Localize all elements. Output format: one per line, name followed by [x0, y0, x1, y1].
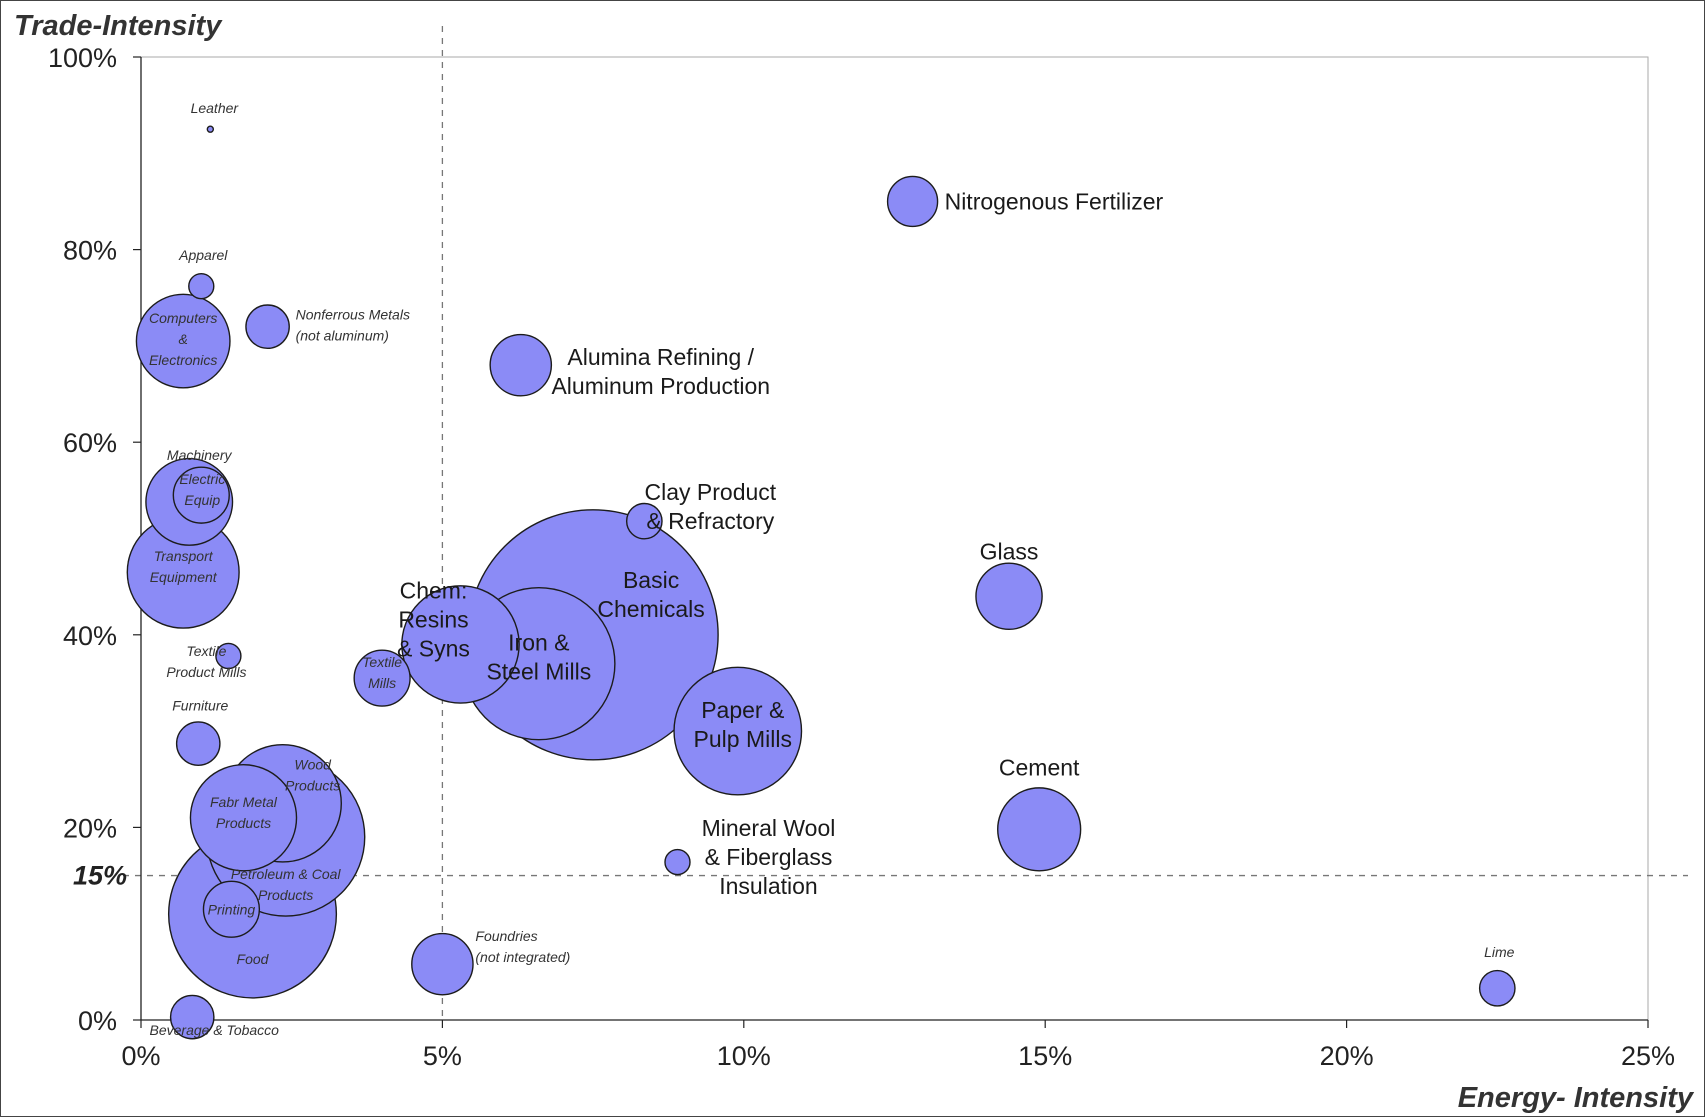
bubble-marker: [664, 848, 691, 876]
bubble-label: Electric Equip: [179, 471, 225, 508]
bubble-label: Transport Equipment: [150, 548, 218, 585]
bubble-marker: [975, 562, 1043, 631]
bubble-marker: [625, 502, 663, 540]
bubble-label: Textile Product Mills: [166, 643, 246, 680]
bubble-label: Alumina Refining / Aluminum Production: [551, 344, 770, 399]
x-tick-label: 20%: [1320, 1041, 1374, 1071]
y-tick-label: 100%: [48, 43, 117, 73]
bubble-marker: [353, 649, 411, 707]
bubble-marker: [188, 272, 215, 300]
y-tick-label: 0%: [78, 1006, 117, 1036]
bubble-label: Furniture: [172, 698, 228, 714]
bubble-label: Basic Chemicals: [597, 567, 704, 622]
bubble-label: Foundries (not integrated): [475, 928, 570, 965]
y-tick-label: 40%: [63, 621, 117, 651]
bubble-marker: [135, 293, 231, 389]
bubble-label: Chem: Resins & Syns: [397, 577, 470, 661]
bubble-label: Mineral Wool & Fiberglass Insulation: [702, 815, 836, 899]
bubble-marker: [997, 787, 1082, 872]
reference-lines: 15%: [73, 26, 1688, 1020]
bubble-label: Food: [237, 951, 270, 967]
bubble-label: Lime: [1484, 944, 1515, 960]
x-tick-label: 5%: [423, 1041, 462, 1071]
bubble-label: Cement: [999, 754, 1080, 780]
bubble-marker: [673, 666, 803, 796]
y-tick-label: 60%: [63, 428, 117, 458]
bubble-label: Printing: [208, 901, 256, 917]
bubble-marker: [169, 994, 215, 1040]
bubble-label: Nonferrous Metals (not aluminum): [296, 307, 410, 344]
x-tick-label: 0%: [121, 1041, 160, 1071]
bubble-label: Clay Product & Refractory: [645, 479, 777, 534]
bubble-marker: [202, 880, 261, 938]
bubble-marker: [206, 125, 215, 133]
bubble-marker: [172, 466, 230, 524]
y-tick-label: 80%: [63, 236, 117, 266]
bubble-label: Wood Products: [285, 756, 340, 793]
bubble-label: Machinery: [167, 447, 233, 463]
bubble-label: Nitrogenous Fertilizer: [945, 188, 1164, 214]
bubble-label: Glass: [980, 538, 1039, 564]
bubble-labels: Leather Apparel Computers & Electronics Nonfe…: [149, 100, 1515, 1038]
bubble-marker: [886, 175, 939, 228]
bubble-label: Iron & Steel Mills: [486, 630, 591, 685]
bubble-label: Paper & Pulp Mills: [694, 697, 792, 752]
x-tick-label: 10%: [717, 1041, 771, 1071]
x-tick-label: 15%: [1018, 1041, 1072, 1071]
x-tick-label: 25%: [1621, 1041, 1675, 1071]
bubble-label: Petroleum & Coal Products: [231, 866, 342, 903]
y-tick-label: 20%: [63, 813, 117, 843]
bubble-label: Apparel: [178, 247, 228, 263]
trade-threshold-label: 15%: [73, 861, 127, 891]
bubble-label: Textile Mills: [362, 654, 402, 691]
y-axis-title: Trade-Intensity: [14, 10, 223, 42]
bubble-marker: [489, 333, 553, 397]
bubble-marker: [215, 642, 242, 670]
bubble-label: Computers & Electronics: [149, 310, 217, 368]
bubble-label: Beverage & Tobacco: [150, 1022, 280, 1038]
bubble-marker: [401, 585, 520, 704]
bubble-label: Leather: [191, 100, 240, 116]
bubbles: [126, 125, 1516, 1040]
x-axis-title: Energy- Intensity: [1458, 1082, 1695, 1114]
bubble-marker: [175, 721, 221, 766]
bubble-marker: [189, 764, 298, 872]
bubble-marker: [1478, 969, 1516, 1007]
bubble-label: Fabr Metal Products: [210, 794, 278, 831]
bubble-marker: [245, 304, 290, 349]
bubble-marker: [411, 932, 474, 996]
